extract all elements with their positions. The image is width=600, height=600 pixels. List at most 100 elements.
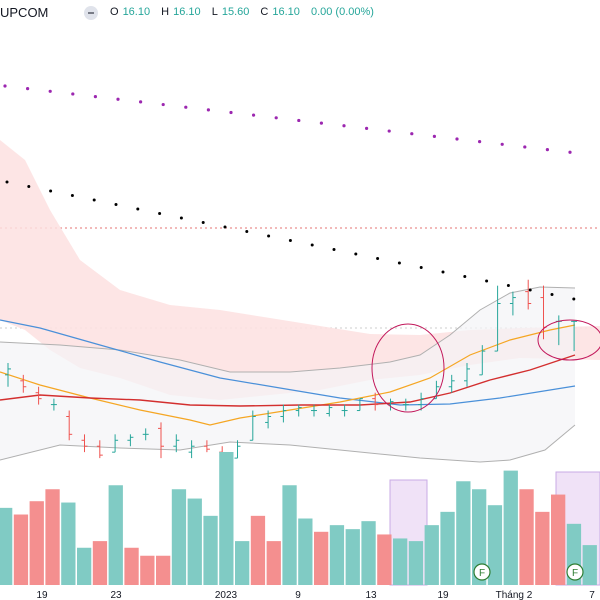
x-axis-label: 23 xyxy=(110,590,122,600)
event-marker xyxy=(566,563,584,581)
purple-dot xyxy=(365,126,369,130)
ma-orange xyxy=(0,324,576,426)
black-dot xyxy=(310,243,314,247)
purple-dot xyxy=(319,121,323,125)
x-axis-label: 19 xyxy=(437,590,449,600)
highlight-circle-1 xyxy=(371,323,445,413)
volume-bar xyxy=(219,452,234,585)
volume-bar xyxy=(361,521,376,585)
purple-dot xyxy=(387,129,391,133)
purple-dot xyxy=(297,118,301,123)
purple-dot xyxy=(500,142,504,146)
volume-bar xyxy=(487,505,503,585)
black-dot xyxy=(463,275,467,278)
purple-dot xyxy=(568,150,572,154)
purple-dot xyxy=(342,124,346,128)
x-axis-label: 19 xyxy=(36,590,48,600)
volume-bar xyxy=(535,511,550,585)
black-dot xyxy=(70,194,74,197)
volume-bar xyxy=(108,485,123,585)
black-dot xyxy=(179,216,183,220)
volume-bar xyxy=(298,518,313,585)
purple-dot xyxy=(3,84,7,88)
volume-bar xyxy=(314,531,329,585)
purple-dot xyxy=(139,100,143,104)
ohlc-readout: O 16.10 H 16.10 L 15.60 C 16.10 0.00 (0.00%) xyxy=(110,6,374,18)
black-dot xyxy=(419,266,423,269)
black-dot xyxy=(49,189,53,193)
black-dot xyxy=(267,234,271,238)
volume-bar xyxy=(551,494,566,585)
black-dot xyxy=(376,257,380,260)
band-lower xyxy=(0,424,576,463)
volume-bar xyxy=(156,555,171,585)
black-dot xyxy=(5,180,9,184)
purple-dot xyxy=(252,113,256,117)
black-dot xyxy=(201,221,205,224)
black-dot xyxy=(158,212,162,215)
volume-bar xyxy=(13,514,29,585)
purple-dot xyxy=(161,102,165,107)
volume-bar xyxy=(171,489,187,585)
black-dot xyxy=(572,297,576,301)
purple-dot xyxy=(48,89,52,93)
volume-bar xyxy=(377,534,392,585)
purple-dot xyxy=(184,105,188,109)
volume-bar xyxy=(408,541,424,585)
black-dot xyxy=(245,230,249,233)
purple-dot xyxy=(229,110,233,115)
ma-blue xyxy=(0,319,576,406)
volume-bar xyxy=(424,525,439,585)
band-fill xyxy=(0,287,575,462)
purple-dot xyxy=(93,95,97,99)
black-dot xyxy=(288,239,292,242)
symbol-exchange[interactable]: UPCOM xyxy=(0,5,49,20)
x-axis-label: 7 xyxy=(589,590,595,600)
highlight-circle-2 xyxy=(537,319,600,361)
event-marker xyxy=(473,563,491,581)
purple-dot xyxy=(26,87,30,91)
volume-bar xyxy=(77,547,92,585)
black-dot xyxy=(441,270,445,274)
purple-dot xyxy=(478,140,482,144)
black-dot xyxy=(354,252,358,256)
black-dot xyxy=(485,279,489,283)
x-axis-label: Tháng 2 xyxy=(496,590,533,600)
event-marker-label: F xyxy=(479,568,485,579)
volume-bar xyxy=(345,529,360,585)
volume-bar xyxy=(456,481,471,585)
black-dot xyxy=(506,284,510,287)
volume-bar xyxy=(503,470,518,585)
volume-bar xyxy=(393,538,408,585)
volume-bar xyxy=(266,541,281,585)
volume-bar xyxy=(0,507,13,585)
volume-bar xyxy=(440,511,455,585)
black-dot xyxy=(332,248,336,251)
purple-dot xyxy=(410,132,414,136)
volume-bar xyxy=(92,541,108,585)
purple-dot xyxy=(523,145,527,149)
volume-bar xyxy=(235,541,250,585)
chart-header: UPCOM O 16.10 H 16.10 L 15.60 C 16.10 0.00 (… xyxy=(0,0,600,26)
volume-bar xyxy=(519,489,534,585)
volume-bar xyxy=(187,498,202,585)
black-dot xyxy=(223,225,227,229)
black-dot xyxy=(27,185,31,188)
purple-dot xyxy=(432,134,436,138)
purple-dot xyxy=(274,116,278,120)
black-dot xyxy=(114,203,118,206)
volume-bar xyxy=(124,547,139,585)
purple-dot xyxy=(116,97,120,101)
volume-bar xyxy=(140,555,155,585)
x-axis-label: 9 xyxy=(295,590,301,600)
band-upper xyxy=(0,286,576,373)
ma-red xyxy=(0,354,576,407)
black-dot xyxy=(136,207,140,211)
black-dot xyxy=(397,261,401,265)
black-dot xyxy=(550,293,554,296)
volume-bar xyxy=(582,545,597,585)
volume-bar xyxy=(250,515,266,585)
x-axis-label: 2023 xyxy=(215,590,238,600)
collapse-icon[interactable] xyxy=(84,6,98,20)
